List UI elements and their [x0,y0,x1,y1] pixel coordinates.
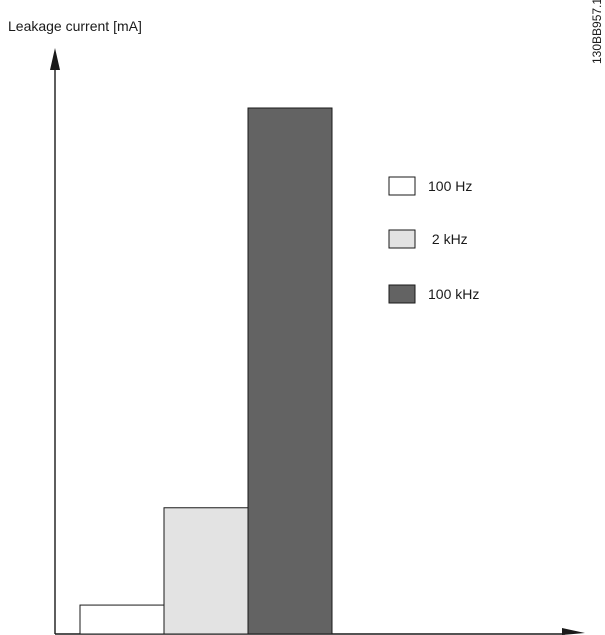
legend-label-100-hz: 100 Hz [428,178,472,194]
x-axis-arrow [562,628,585,635]
y-axis-arrow [50,48,60,70]
y-axis-label: Leakage current [mA] [8,18,142,34]
legend-swatch-2-khz [388,229,416,249]
legend-label-2-khz: 2 kHz [428,231,468,247]
document-id: 130BB957.11 [590,0,604,64]
legend-label-100-khz: 100 kHz [428,286,479,302]
bar-2-khz [163,507,249,635]
legend-swatch-100-khz [388,284,416,304]
legend-item-100-khz: 100 kHz [388,284,479,304]
bar-100-khz [247,107,333,635]
legend-swatch-100-hz [388,176,416,196]
legend-item-2-khz: 2 kHz [388,229,468,249]
bars [79,107,333,635]
legend: 100 Hz 2 kHz 100 kHz [388,176,479,304]
bar-100-hz [79,604,165,635]
legend-item-100-hz: 100 Hz [388,176,472,196]
